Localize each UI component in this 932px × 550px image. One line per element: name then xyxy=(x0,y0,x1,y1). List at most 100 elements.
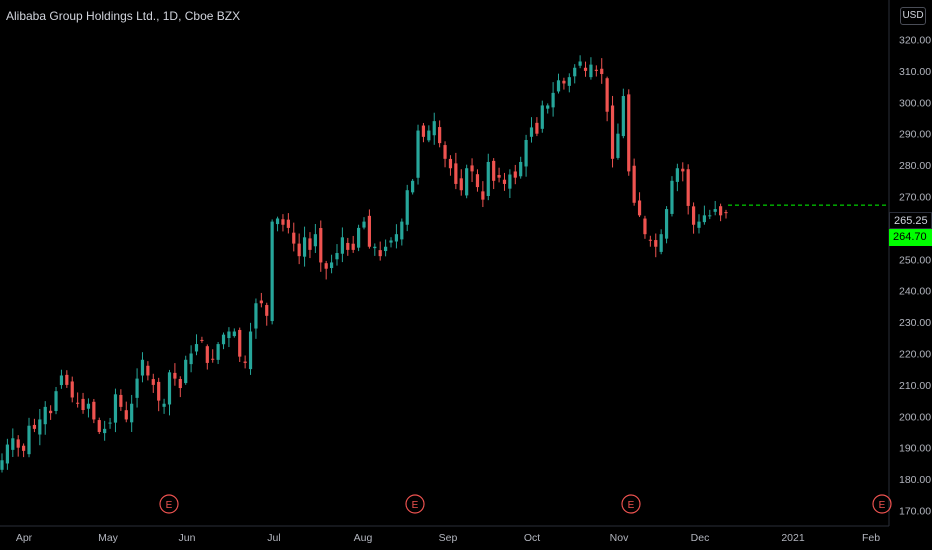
time-tick-label: Apr xyxy=(16,532,33,544)
candle xyxy=(286,213,290,234)
earnings-marker[interactable]: E xyxy=(159,494,179,514)
candle xyxy=(367,209,372,249)
candle xyxy=(281,214,285,232)
time-tick-label: Jul xyxy=(267,532,280,544)
candle xyxy=(567,73,571,93)
candle xyxy=(513,164,517,185)
candle xyxy=(189,345,193,373)
candle xyxy=(335,244,339,266)
price-tick-label: 230.00 xyxy=(899,317,931,329)
candle xyxy=(22,443,26,458)
candle xyxy=(16,435,20,457)
candle xyxy=(259,292,263,308)
candle xyxy=(38,409,42,446)
candle xyxy=(59,369,64,389)
candle xyxy=(675,163,679,192)
candle xyxy=(562,77,566,90)
candle xyxy=(162,398,166,414)
candle xyxy=(443,141,447,168)
price-tick-label: 210.00 xyxy=(899,380,931,392)
candle xyxy=(670,176,674,217)
candle xyxy=(421,122,426,143)
candle xyxy=(346,237,350,256)
candle xyxy=(0,453,4,473)
candle xyxy=(49,405,53,420)
candle xyxy=(200,336,204,343)
chart-title: Alibaba Group Holdings Ltd., 1D, Cboe BZ… xyxy=(6,9,241,23)
candle xyxy=(297,233,301,265)
price-tick-label: 240.00 xyxy=(899,286,931,298)
price-tick-label: 290.00 xyxy=(899,129,931,141)
candle xyxy=(416,124,420,185)
time-tick-label: Oct xyxy=(524,532,540,544)
candle xyxy=(546,103,550,114)
currency-button[interactable]: USD xyxy=(900,7,926,25)
candle xyxy=(481,181,485,208)
candle xyxy=(502,172,507,191)
earnings-marker[interactable]: E xyxy=(872,494,892,514)
candle xyxy=(275,216,280,232)
candle xyxy=(221,332,226,350)
candle xyxy=(113,388,118,433)
candle xyxy=(627,89,631,176)
time-tick-label: Sep xyxy=(439,532,458,544)
svg-text:E: E xyxy=(412,500,419,511)
price-tick-label: 180.00 xyxy=(899,474,931,486)
candle xyxy=(184,355,188,385)
candle xyxy=(130,394,134,432)
time-tick-label: Dec xyxy=(691,532,710,544)
candle xyxy=(124,401,128,423)
candle xyxy=(384,239,388,257)
candle xyxy=(65,370,69,388)
candle xyxy=(535,117,539,137)
time-tick-label: 2021 xyxy=(781,532,805,544)
time-tick-label: Nov xyxy=(610,532,629,544)
candle xyxy=(654,233,658,258)
earnings-marker[interactable]: E xyxy=(621,494,641,514)
candle xyxy=(362,217,366,230)
candle xyxy=(691,202,696,234)
candle xyxy=(600,58,604,84)
candle xyxy=(605,76,609,122)
candle xyxy=(681,162,685,182)
candle xyxy=(238,327,242,363)
candle xyxy=(157,377,161,412)
price-tick-label: 200.00 xyxy=(899,411,931,423)
candle xyxy=(248,322,253,375)
price-axis[interactable]: 170.00 180.00 190.00 200.00 210.00 220.00 230.… xyxy=(899,35,931,518)
candle xyxy=(432,112,436,145)
candle xyxy=(524,134,528,177)
candle xyxy=(724,209,728,219)
time-tick-label: Aug xyxy=(354,532,373,544)
candle xyxy=(76,392,80,408)
candle xyxy=(454,152,458,190)
price-tick-label: 190.00 xyxy=(899,443,931,455)
candle xyxy=(135,368,139,408)
candle xyxy=(205,344,209,370)
candle xyxy=(340,227,344,263)
candle xyxy=(411,178,415,195)
candle xyxy=(519,156,523,179)
candle xyxy=(702,205,706,225)
earnings-marker[interactable]: E xyxy=(405,494,425,514)
current-price-label: 264.70 xyxy=(889,229,932,246)
candle xyxy=(194,334,199,356)
time-axis[interactable]: Apr May Jun Jul Aug Sep Oct Nov Dec 2021 Feb xyxy=(16,532,880,544)
candle xyxy=(540,100,544,133)
candle xyxy=(329,254,334,274)
candle xyxy=(718,203,723,222)
candle xyxy=(616,123,620,160)
price-tick-label: 300.00 xyxy=(899,97,931,109)
candle xyxy=(492,158,496,190)
candle xyxy=(211,349,215,363)
candle xyxy=(400,218,404,246)
time-tick-label: Feb xyxy=(862,532,880,544)
svg-text:E: E xyxy=(628,500,635,511)
candle xyxy=(54,386,58,415)
candle xyxy=(119,389,123,411)
candle xyxy=(697,214,701,234)
last-price-label: 265.25 xyxy=(889,212,932,229)
price-tick-label: 250.00 xyxy=(899,254,931,266)
candle xyxy=(594,65,598,77)
